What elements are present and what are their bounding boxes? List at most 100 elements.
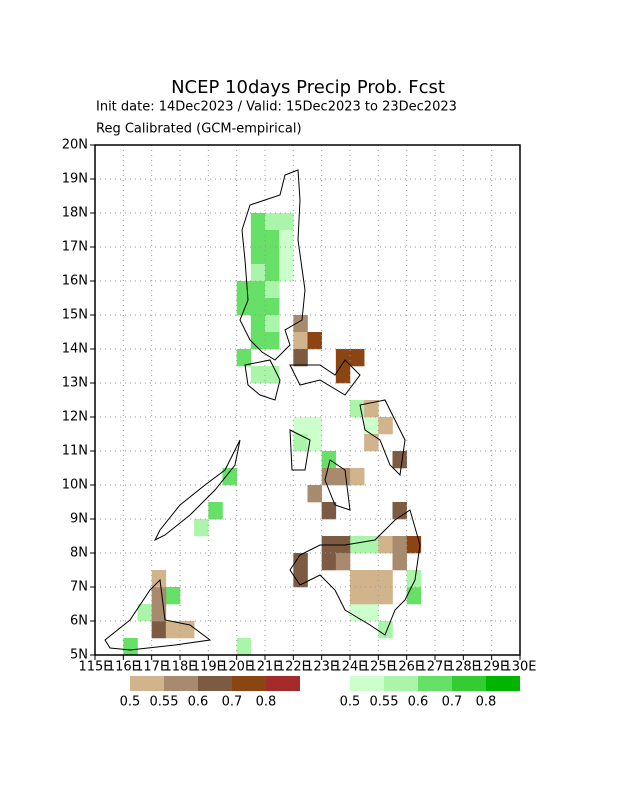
prob-cell [250,332,266,350]
legend-label: 0.6 [408,695,429,710]
lon-tick-label: 122E [277,660,310,675]
prob-cell [165,587,181,605]
lon-tick-label: 118E [163,660,196,675]
lon-tick-label: 115E [78,660,111,675]
prob-cell [250,230,266,248]
prob-cell [378,570,393,588]
lon-tick-label: 120E [220,660,253,675]
prob-cell [250,298,266,316]
prob-cell [194,519,209,537]
lon-tick-label: 124E [333,660,366,675]
prob-cell [350,349,365,367]
prob-cell [279,264,294,282]
map-frame [94,144,521,656]
prob-cell [406,536,422,554]
lon-tick-label: 128E [447,660,480,675]
prob-cell [236,349,252,367]
prob-cell [392,536,407,554]
lat-tick-label: 12N [62,410,88,425]
prob-cell [250,213,266,231]
prob-cell [335,553,351,571]
prob-cell [250,247,266,265]
lon-tick-label: 121E [248,660,281,675]
legend-label: 0.55 [370,695,399,710]
prob-cell [265,281,280,299]
lat-tick-label: 7N [70,580,88,595]
prob-cell [350,570,365,588]
lon-tick-label: 127E [418,660,451,675]
prob-cell [279,230,294,248]
prob-cell [307,332,322,350]
lon-tick-label: 117E [135,660,168,675]
prob-cell [250,366,266,384]
prob-cell [250,315,266,333]
prob-cell [293,553,308,571]
prob-cell [123,638,138,656]
prob-cell [350,604,365,622]
lat-tick-label: 5N [70,648,88,663]
coastline [104,169,421,651]
legend-swatch [384,676,418,691]
prob-cell [279,213,294,231]
lat-tick-label: 11N [62,444,88,459]
prob-cell [265,264,280,282]
prob-cell [364,587,379,605]
title: NCEP 10days Precip Prob. Fcst [171,77,445,98]
note: Reg Calibrated (GCM-empirical) [96,122,302,137]
prob-cell [151,587,167,605]
prob-cell [307,485,322,503]
legend-swatch [232,676,266,691]
lat-tick-label: 13N [62,376,88,391]
legend-label: 0.8 [476,695,497,710]
prob-cell [151,621,167,639]
prob-cell [378,621,393,639]
legend-label: 0.5 [120,695,141,710]
prob-cell [378,417,393,435]
prob-cell [265,247,280,265]
prob-cell [293,434,308,452]
prob-cell [364,604,379,622]
prob-cell [378,587,393,605]
prob-cell [265,230,280,248]
subtitle: Init date: 14Dec2023 / Valid: 15Dec2023 … [96,100,457,115]
lat-tick-label: 15N [62,308,88,323]
prob-cell [151,570,167,588]
prob-cell [293,315,308,333]
lon-tick-label: 129E [475,660,508,675]
prob-cell [265,315,280,333]
prob-cell [406,587,422,605]
prob-cell [335,366,351,384]
prob-cell [350,468,365,486]
lat-tick-label: 6N [70,614,88,629]
lat-tick-label: 9N [70,512,88,527]
prob-cell [364,400,379,418]
prob-cell [392,451,407,469]
prob-cell [165,621,181,639]
prob-cell [208,502,223,520]
prob-cell [151,604,167,622]
lon-tick-label: 130E [503,660,536,675]
prob-cell [236,298,252,316]
prob-cell [293,332,308,350]
prob-cell [321,553,337,571]
lon-tick-label: 123E [305,660,338,675]
lat-tick-label: 17N [62,240,88,255]
prob-cell [279,247,294,265]
prob-cell [265,332,280,350]
prob-cell [222,468,237,486]
legend-swatch [350,676,384,691]
legend-label: 0.5 [340,695,361,710]
prob-cell [307,417,322,435]
legend-label: 0.8 [256,695,277,710]
legend: 0.5 0.55 0.6 0.7 0.8 0.5 0.55 0.6 0.7 0.8 [120,676,520,710]
legend-swatch [130,676,164,691]
legend-label: 0.6 [188,695,209,710]
lat-tick-label: 10N [62,478,88,493]
legend-label: 0.7 [442,695,463,710]
prob-cell [335,468,351,486]
prob-cell [137,604,152,622]
prob-cell [406,570,422,588]
prob-cell [236,638,252,656]
prob-cell [250,264,266,282]
